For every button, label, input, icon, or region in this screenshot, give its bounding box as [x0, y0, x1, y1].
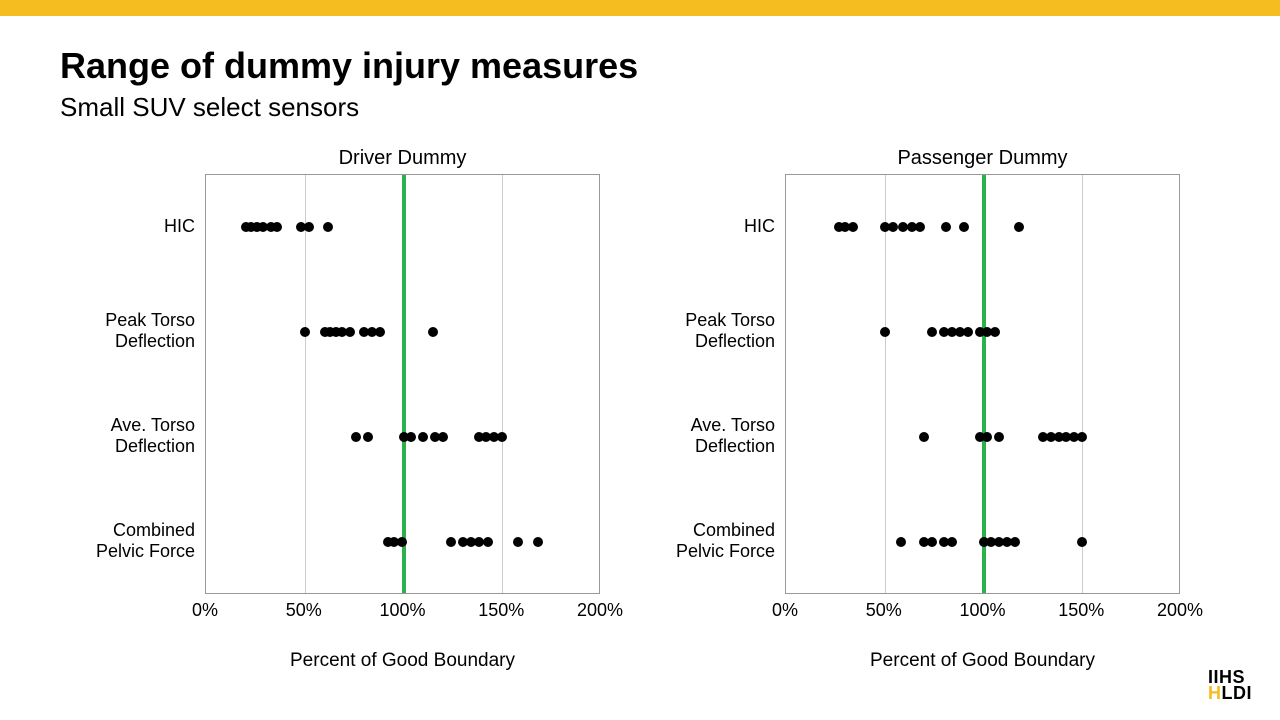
- x-axis-label: Percent of Good Boundary: [785, 650, 1180, 672]
- x-axis-label: Percent of Good Boundary: [205, 650, 600, 672]
- data-point: [406, 432, 416, 442]
- plot-wrap: HICPeak TorsoDeflectionAve. TorsoDeflect…: [60, 174, 600, 594]
- y-tick-label: Ave. TorsoDeflection: [60, 384, 195, 489]
- x-axis-ticks: 0%50%100%150%200%: [205, 600, 600, 622]
- data-point: [927, 327, 937, 337]
- x-tick-label: 100%: [379, 600, 425, 621]
- data-point: [963, 327, 973, 337]
- slide-title: Range of dummy injury measures: [60, 46, 1220, 86]
- plot-area: [205, 174, 600, 594]
- y-tick-label: CombinedPelvic Force: [60, 489, 195, 594]
- data-point: [915, 222, 925, 232]
- data-point: [1077, 537, 1087, 547]
- y-axis-labels: HICPeak TorsoDeflectionAve. TorsoDeflect…: [60, 174, 205, 594]
- y-tick-label: HIC: [60, 174, 195, 279]
- top-accent-bar: [0, 0, 1280, 16]
- x-tick-label: 50%: [286, 600, 322, 621]
- y-tick-label: HIC: [640, 174, 775, 279]
- logo-accent: H: [1208, 685, 1222, 702]
- data-point: [363, 432, 373, 442]
- data-point: [323, 222, 333, 232]
- data-point: [300, 327, 310, 337]
- data-point: [848, 222, 858, 232]
- data-point: [474, 537, 484, 547]
- data-point: [1010, 537, 1020, 547]
- data-point: [446, 537, 456, 547]
- data-point: [941, 222, 951, 232]
- data-point: [497, 432, 507, 442]
- slide-content: Range of dummy injury measures Small SUV…: [0, 16, 1280, 672]
- x-tick-label: 200%: [577, 600, 623, 621]
- data-point: [990, 327, 1000, 337]
- data-point: [418, 432, 428, 442]
- gridline: [885, 175, 886, 593]
- data-point: [994, 432, 1004, 442]
- x-tick-label: 150%: [478, 600, 524, 621]
- data-point: [483, 537, 493, 547]
- data-point: [880, 327, 890, 337]
- driver-chart: Driver Dummy HICPeak TorsoDeflectionAve. …: [60, 147, 600, 672]
- x-axis-ticks: 0%50%100%150%200%: [785, 600, 1180, 622]
- y-tick-label: Peak TorsoDeflection: [640, 279, 775, 384]
- data-point: [1077, 432, 1087, 442]
- gridline: [1082, 175, 1083, 593]
- data-point: [947, 537, 957, 547]
- plot-area: [785, 174, 1180, 594]
- data-point: [888, 222, 898, 232]
- data-point: [438, 432, 448, 442]
- x-tick-label: 50%: [866, 600, 902, 621]
- y-axis-labels: HICPeak TorsoDeflectionAve. TorsoDeflect…: [640, 174, 785, 594]
- slide-subtitle: Small SUV select sensors: [60, 92, 1220, 123]
- x-tick-label: 0%: [192, 600, 218, 621]
- data-point: [959, 222, 969, 232]
- data-point: [927, 537, 937, 547]
- gridline: [502, 175, 503, 593]
- charts-row: Driver DummyHICPeak TorsoDeflectionAve. …: [60, 147, 1220, 672]
- passenger-chart: Passenger Dummy HICPeak TorsoDeflectionAv…: [640, 147, 1180, 672]
- good-boundary-line: [402, 175, 406, 593]
- iihs-hldi-logo: IIHS HLDI: [1208, 669, 1252, 702]
- data-point: [898, 222, 908, 232]
- logo-line2: HLDI: [1208, 685, 1252, 702]
- data-point: [428, 327, 438, 337]
- good-boundary-line: [982, 175, 986, 593]
- data-point: [375, 327, 385, 337]
- data-point: [272, 222, 282, 232]
- data-point: [896, 537, 906, 547]
- chart-title: Passenger Dummy: [640, 147, 1180, 170]
- data-point: [345, 327, 355, 337]
- y-tick-label: CombinedPelvic Force: [640, 489, 775, 594]
- data-point: [533, 537, 543, 547]
- data-point: [513, 537, 523, 547]
- x-tick-label: 200%: [1157, 600, 1203, 621]
- data-point: [304, 222, 314, 232]
- data-point: [351, 432, 361, 442]
- y-tick-label: Ave. TorsoDeflection: [640, 384, 775, 489]
- chart-title: Driver Dummy: [60, 147, 600, 170]
- data-point: [982, 432, 992, 442]
- data-point: [1014, 222, 1024, 232]
- x-tick-label: 0%: [772, 600, 798, 621]
- data-point: [919, 432, 929, 442]
- gridline: [305, 175, 306, 593]
- plot-wrap: HICPeak TorsoDeflectionAve. TorsoDeflect…: [640, 174, 1180, 594]
- data-point: [397, 537, 407, 547]
- x-tick-label: 150%: [1058, 600, 1104, 621]
- x-tick-label: 100%: [959, 600, 1005, 621]
- y-tick-label: Peak TorsoDeflection: [60, 279, 195, 384]
